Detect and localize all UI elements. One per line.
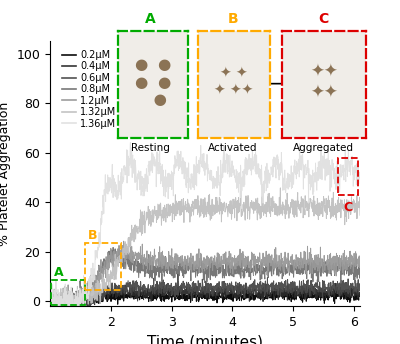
1.2μM: [358, 265, 362, 269]
1.32μM: [217, 195, 222, 199]
0.2μM: [89, 301, 94, 305]
0.2μM: [358, 291, 362, 295]
0.2μM: [67, 304, 72, 308]
1.2μM: [182, 254, 187, 258]
1.32μM: [182, 207, 187, 212]
0.2μM: [211, 294, 216, 299]
0.8μM: [48, 303, 52, 307]
0.6μM: [100, 296, 105, 300]
Line: 1.32μM: 1.32μM: [50, 188, 360, 306]
Line: 1.2μM: 1.2μM: [50, 241, 360, 306]
1.2μM: [89, 287, 94, 291]
1.32μM: [48, 304, 52, 308]
1.2μM: [152, 253, 157, 257]
0.6μM: [358, 286, 362, 290]
Text: B: B: [228, 12, 238, 26]
0.6μM: [89, 301, 94, 305]
0.2μM: [218, 294, 222, 298]
Text: ✦✦
✦✦: ✦✦ ✦✦: [310, 63, 338, 101]
0.2μM: [182, 296, 187, 300]
0.4μM: [358, 290, 362, 294]
1.36μM: [218, 181, 222, 185]
0.4μM: [211, 288, 216, 292]
Bar: [85, 243, 120, 290]
Text: A: A: [54, 266, 63, 279]
Text: ●  ●
●  ●
   ●: ● ● ● ● ●: [135, 57, 171, 107]
0.4μM: [182, 288, 187, 292]
1.2μM: [121, 239, 126, 243]
0.4μM: [218, 291, 222, 295]
Text: Activated: Activated: [208, 143, 258, 153]
1.36μM: [182, 169, 187, 173]
0.6μM: [218, 285, 222, 289]
1.32μM: [210, 214, 215, 218]
0.8μM: [358, 264, 362, 268]
0.4μM: [100, 292, 105, 297]
0.2μM: [152, 297, 157, 301]
0.6μM: [211, 284, 216, 288]
1.2μM: [218, 261, 222, 265]
Text: ✦ ✦
✦ ✦✦: ✦ ✦ ✦ ✦✦: [214, 67, 254, 97]
0.2μM: [102, 286, 106, 290]
Line: 0.2μM: 0.2μM: [50, 288, 360, 306]
0.4μM: [155, 281, 160, 285]
Text: A: A: [145, 12, 155, 26]
1.36μM: [358, 177, 362, 181]
1.32μM: [89, 301, 94, 305]
Text: B: B: [88, 229, 97, 242]
0.4μM: [61, 304, 66, 308]
0.8μM: [100, 262, 105, 266]
0.4μM: [152, 293, 157, 298]
Text: Aggregated: Aggregated: [293, 143, 354, 153]
1.2μM: [211, 259, 216, 263]
0.8μM: [182, 263, 187, 267]
0.2μM: [100, 294, 105, 298]
0.6μM: [54, 304, 59, 308]
Text: Resting: Resting: [130, 143, 170, 153]
Line: 1.36μM: 1.36μM: [50, 142, 360, 306]
1.36μM: [89, 284, 94, 288]
0.4μM: [89, 299, 94, 303]
1.32μM: [152, 209, 157, 213]
Text: C: C: [318, 12, 328, 26]
1.36μM: [48, 304, 53, 308]
Bar: [338, 158, 358, 195]
0.6μM: [48, 302, 52, 306]
0.8μM: [50, 304, 54, 308]
1.36μM: [152, 164, 157, 168]
1.36μM: [128, 140, 133, 144]
1.36μM: [211, 175, 216, 180]
1.2μM: [100, 272, 105, 276]
1.36μM: [100, 210, 105, 214]
Bar: [51, 280, 85, 305]
Legend: 0.2μM, 0.4μM, 0.6μM, 0.8μM, 1.2μM, 1.32μM, 1.36μM: 0.2μM, 0.4μM, 0.6μM, 0.8μM, 1.2μM, 1.32μ…: [58, 46, 120, 133]
1.2μM: [48, 297, 52, 301]
Y-axis label: % Platelet Aggregation: % Platelet Aggregation: [0, 101, 11, 246]
1.32μM: [100, 272, 105, 276]
0.8μM: [218, 261, 222, 265]
0.8μM: [152, 279, 157, 283]
Line: 0.4μM: 0.4μM: [50, 283, 360, 306]
0.6μM: [152, 292, 157, 296]
0.2μM: [48, 298, 52, 302]
0.8μM: [111, 245, 116, 249]
1.36μM: [48, 298, 52, 302]
0.6μM: [182, 286, 187, 290]
Text: C: C: [344, 201, 353, 214]
1.2μM: [48, 304, 53, 308]
Line: 0.8μM: 0.8μM: [50, 247, 360, 306]
0.4μM: [48, 299, 52, 303]
0.6μM: [176, 272, 180, 276]
0.8μM: [211, 270, 216, 274]
Line: 0.6μM: 0.6μM: [50, 274, 360, 306]
1.32μM: [278, 186, 283, 190]
0.8μM: [89, 280, 94, 284]
X-axis label: Time (minutes): Time (minutes): [147, 334, 263, 344]
1.32μM: [358, 213, 362, 217]
